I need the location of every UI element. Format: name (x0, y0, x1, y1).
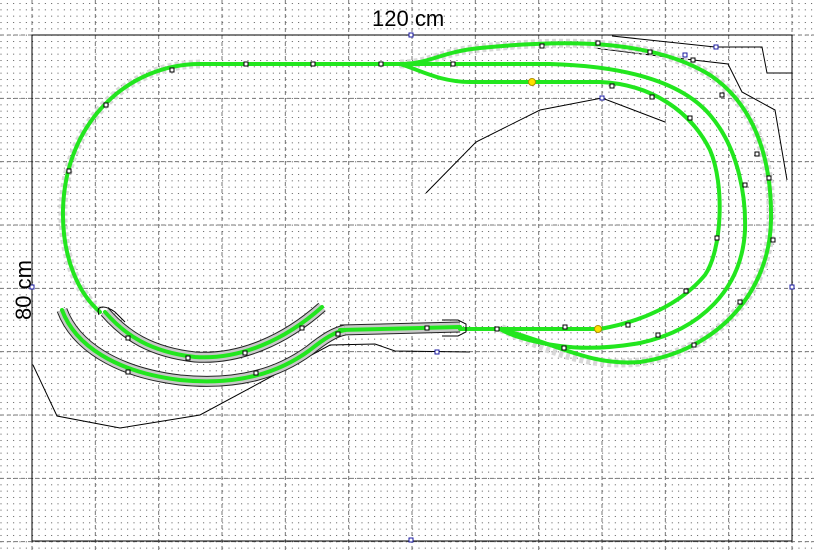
track-joint (125, 335, 131, 341)
resize-handle-bottom[interactable] (408, 537, 414, 543)
track-joint (683, 288, 689, 294)
marker-point[interactable] (594, 325, 602, 333)
track-joints (66, 40, 776, 376)
vertex-handle[interactable] (713, 44, 719, 50)
vertex-handle[interactable] (599, 95, 605, 101)
track-joint (754, 151, 760, 157)
resize-handle-left[interactable] (29, 284, 35, 290)
track-joint (742, 182, 748, 188)
track-joint (125, 369, 131, 375)
track-joint (655, 332, 661, 338)
track-joint (494, 326, 500, 332)
track-joint (649, 94, 655, 100)
vertex-handle[interactable] (434, 349, 440, 355)
track-joint (335, 331, 341, 337)
track-outer (398, 41, 774, 365)
siding-tracks[interactable] (56, 302, 462, 387)
scenery-line[interactable] (32, 343, 471, 429)
track-inner (398, 62, 722, 331)
track-joint (378, 61, 384, 67)
buffer-stop[interactable] (97, 306, 126, 323)
track-joint (647, 49, 653, 55)
track-joint (424, 325, 430, 331)
scenery-line[interactable] (611, 35, 792, 74)
track-joint (242, 350, 248, 356)
track-joint (450, 61, 456, 67)
track-joint (625, 322, 631, 328)
track-joint (770, 237, 776, 243)
track-joint (103, 102, 109, 108)
board-height-label: 80 cm (11, 260, 36, 320)
track-joint (310, 61, 316, 67)
track-joint (609, 83, 615, 89)
track-joint (766, 175, 772, 181)
scenery-line[interactable] (425, 97, 666, 194)
track-joint (595, 40, 601, 46)
scenery-line[interactable] (594, 47, 788, 181)
outer-loop (60, 62, 402, 314)
track-joint (66, 168, 72, 174)
marker-point[interactable] (528, 78, 536, 86)
track-joint (253, 370, 259, 376)
track-joint (539, 43, 545, 49)
track-joint (562, 324, 568, 330)
resize-handle-right[interactable] (789, 284, 795, 290)
track-joint (714, 235, 720, 241)
track-joint (561, 345, 567, 351)
resize-handle-top[interactable] (408, 32, 414, 38)
track-joint (691, 342, 697, 348)
track-joint (719, 92, 725, 98)
track-joint (690, 57, 696, 63)
track-joint (185, 355, 191, 361)
board-width-label: 120 cm (372, 6, 445, 31)
track-joint (687, 115, 693, 121)
vertex-handle[interactable] (682, 52, 688, 58)
track-joint (243, 61, 249, 67)
track-joint (169, 67, 175, 73)
buffer-stop[interactable] (442, 319, 467, 337)
track-joint (299, 325, 305, 331)
track-joint (737, 299, 743, 305)
